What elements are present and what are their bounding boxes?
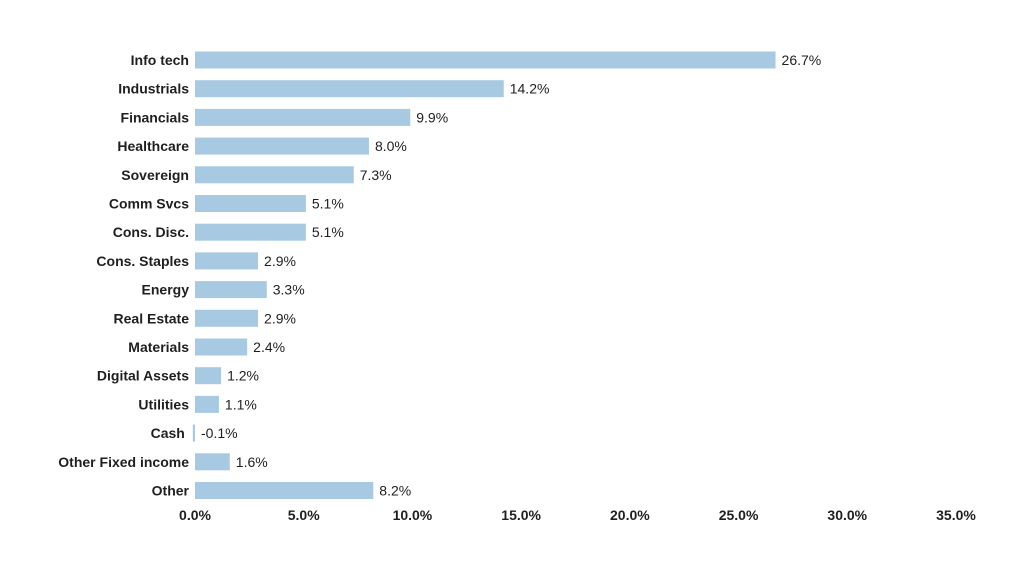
category-label-comm-svcs: Comm Svcs [109, 196, 189, 212]
category-label-real-estate: Real Estate [114, 310, 190, 326]
category-label-info-tech: Info tech [131, 52, 189, 68]
value-label-comm-svcs: 5.1% [312, 196, 344, 212]
value-label-cons-disc: 5.1% [312, 224, 344, 240]
x-axis-ticks-group: 0.0% 5.0% 10.0% 15.0% 20.0% 25.0% 30.0% 35.0% [179, 507, 976, 523]
bar-info-tech [195, 51, 776, 69]
bar-healthcare [195, 137, 369, 155]
category-label-cons-staples: Cons. Staples [96, 253, 189, 269]
bar-other [195, 482, 374, 499]
category-labels-group: Info tech Industrials Financials Healthcare… [58, 52, 189, 499]
bar-financials [195, 108, 411, 126]
category-label-cons-disc: Cons. Disc. [113, 224, 189, 240]
x-tick-label-3: 15.0% [501, 507, 541, 523]
bar-cash [192, 424, 195, 442]
value-label-real-estate: 2.9% [264, 310, 296, 326]
value-label-digital-assets: 1.2% [227, 368, 259, 384]
x-tick-label-5: 25.0% [719, 507, 759, 523]
category-label-other: Other [152, 483, 190, 499]
value-label-other-fixed-income: 1.6% [236, 454, 268, 470]
value-label-sovereign: 7.3% [360, 167, 392, 183]
x-tick-label-1: 5.0% [288, 507, 320, 523]
value-label-other: 8.2% [379, 483, 411, 499]
bar-other-fixed-income [195, 453, 230, 471]
value-label-materials: 2.4% [253, 339, 285, 355]
x-tick-label-7: 35.0% [936, 507, 976, 523]
category-label-energy: Energy [142, 282, 190, 298]
bar-digital-assets [195, 367, 222, 385]
category-label-materials: Materials [128, 339, 189, 355]
x-tick-label-6: 30.0% [827, 507, 867, 523]
bar-comm-svcs [195, 195, 306, 212]
bar-sovereign [195, 166, 354, 184]
category-label-industrials: Industrials [118, 81, 189, 97]
value-label-cash: -0.1% [201, 425, 238, 441]
category-label-other-fixed-income: Other Fixed income [58, 454, 189, 470]
category-label-financials: Financials [121, 109, 190, 125]
category-label-utilities: Utilities [138, 396, 189, 412]
value-label-financials: 9.9% [416, 109, 448, 125]
value-label-info-tech: 26.7% [782, 52, 822, 68]
value-labels-group: 26.7% 14.2% 9.9% 8.0% 7.3% 5.1% 5.1% 2.9% 3.3% 2.… [201, 52, 821, 499]
value-label-healthcare: 8.0% [375, 138, 407, 154]
bar-industrials [195, 80, 504, 98]
value-label-utilities: 1.1% [225, 396, 257, 412]
x-tick-label-4: 20.0% [610, 507, 650, 523]
value-label-energy: 3.3% [273, 282, 305, 298]
bar-cons-staples [195, 252, 259, 270]
value-label-cons-staples: 2.9% [264, 253, 296, 269]
category-label-digital-assets: Digital Assets [97, 368, 189, 384]
x-tick-label-2: 10.0% [393, 507, 433, 523]
category-label-healthcare: Healthcare [117, 138, 189, 154]
bars-group [192, 51, 776, 499]
category-label-cash: Cash [151, 425, 185, 441]
x-tick-label-0: 0.0% [179, 507, 211, 523]
bar-energy [195, 281, 267, 299]
bar-utilities [195, 395, 219, 413]
bar-cons-disc [195, 223, 306, 241]
bar-materials [195, 338, 248, 356]
bar-real-estate [195, 309, 259, 327]
value-label-industrials: 14.2% [510, 81, 550, 97]
category-label-sovereign: Sovereign [121, 167, 189, 183]
